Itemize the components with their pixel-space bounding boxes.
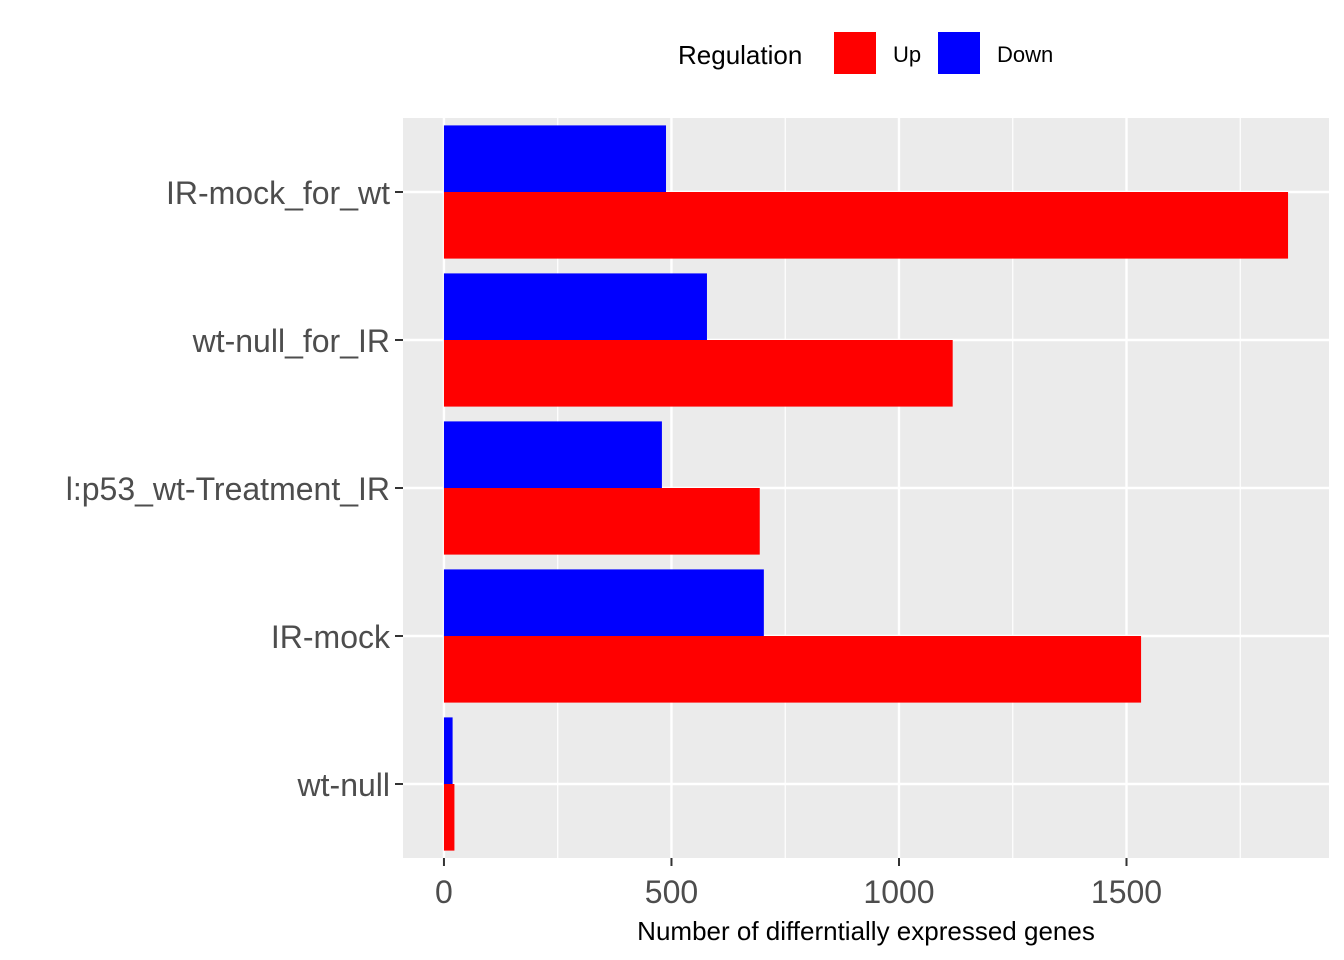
legend-title: Regulation (678, 40, 802, 70)
bar-down (443, 125, 667, 192)
x-tick-label: 1000 (863, 874, 934, 910)
bar-down (443, 717, 453, 784)
legend: Regulation Up Down (678, 32, 1053, 74)
bar-up (443, 784, 455, 851)
bar-down (443, 273, 707, 340)
x-tick-label: 1500 (1091, 874, 1162, 910)
x-tick-label: 0 (435, 874, 453, 910)
legend-label-up: Up (893, 42, 921, 67)
y-axis: IR-mock_for_wt wt-null_for_IR l:p53_wt-Tre… (66, 175, 403, 803)
x-tick-label: 500 (645, 874, 698, 910)
y-tick-label: wt-null_for_IR (192, 323, 390, 359)
bar-up (443, 340, 953, 407)
bar-up (443, 488, 760, 555)
x-axis: 0 500 1000 1500 (435, 858, 1162, 910)
legend-swatch-down (938, 32, 980, 74)
y-tick-label: l:p53_wt-Treatment_IR (66, 471, 390, 507)
bar-up (443, 192, 1289, 259)
bars (443, 125, 1289, 851)
bar-up (443, 636, 1142, 703)
legend-label-down: Down (997, 42, 1053, 67)
legend-swatch-up (834, 32, 876, 74)
y-tick-label: wt-null (297, 767, 390, 803)
x-axis-title: Number of differntially expressed genes (637, 916, 1095, 946)
y-tick-label: IR-mock (271, 619, 391, 655)
y-tick-label: IR-mock_for_wt (166, 175, 390, 211)
bar-down (443, 421, 662, 488)
bar-down (443, 569, 764, 636)
